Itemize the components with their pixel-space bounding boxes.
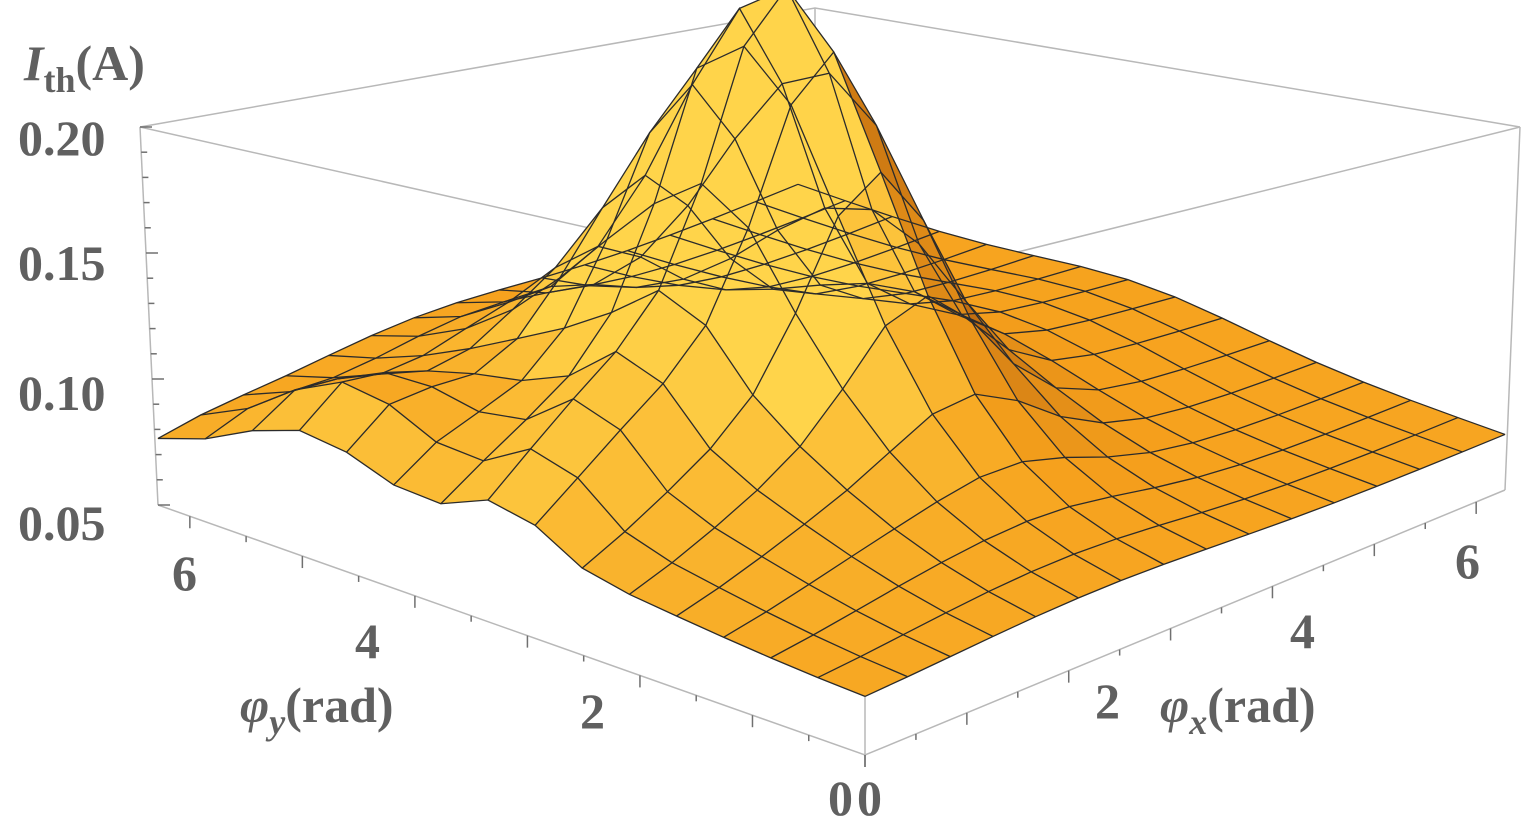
mesh-line (797, 183, 1506, 436)
mesh-line (755, 201, 1463, 453)
mesh-line (770, 399, 1411, 659)
y-tick-label: 0 (828, 770, 853, 826)
mesh-line (298, 230, 940, 431)
x-tick-label: 0 (857, 770, 882, 826)
y-tick-label: 2 (580, 683, 605, 739)
axis-ticks (140, 126, 1477, 767)
mesh-line (864, 433, 1506, 698)
mesh-line (541, 207, 1250, 535)
mesh-line (440, 7, 1081, 505)
surface (156, 0, 1506, 697)
mesh-line (669, 234, 1378, 487)
mesh-line (157, 429, 866, 698)
z-axis-title: Ith(A) (23, 35, 145, 100)
mesh-line (712, 218, 1420, 470)
mesh-line (251, 215, 893, 432)
mesh-line (584, 264, 1292, 520)
mesh-line (393, 83, 1034, 486)
mesh-line (723, 381, 1364, 638)
z-tick-label: 0.10 (18, 365, 106, 421)
mesh-line (346, 174, 987, 453)
mesh-line (285, 350, 994, 638)
mesh-line (487, 0, 1129, 501)
y-axis-title: φy(rad) (240, 677, 394, 742)
mesh-line (371, 182, 1079, 599)
z-tick-label: 0.15 (18, 235, 106, 291)
y-tick-label: 6 (172, 545, 197, 601)
mesh-line (627, 250, 1335, 504)
surface-mesh (157, 0, 1506, 698)
mesh-line (499, 72, 1207, 550)
mesh-line (676, 361, 1317, 617)
mesh-line (628, 294, 1270, 595)
y-tick-label: 4 (355, 613, 380, 669)
z-tick-label: 0.05 (18, 495, 106, 551)
z-tick-label: 0.20 (18, 110, 106, 166)
mesh-line (200, 381, 908, 678)
mesh-line (534, 50, 1176, 526)
x-tick-label: 2 (1095, 673, 1120, 729)
mesh-line (817, 416, 1459, 679)
x-tick-label: 6 (1455, 533, 1480, 589)
mesh-line (328, 289, 1036, 618)
mesh-line (204, 200, 846, 440)
mesh-line (456, 0, 1164, 565)
mesh-line (413, 45, 1122, 582)
x-axis-title: φx(rad) (1160, 677, 1316, 742)
x-tick-label: 4 (1290, 603, 1315, 659)
mesh-line (157, 183, 799, 439)
